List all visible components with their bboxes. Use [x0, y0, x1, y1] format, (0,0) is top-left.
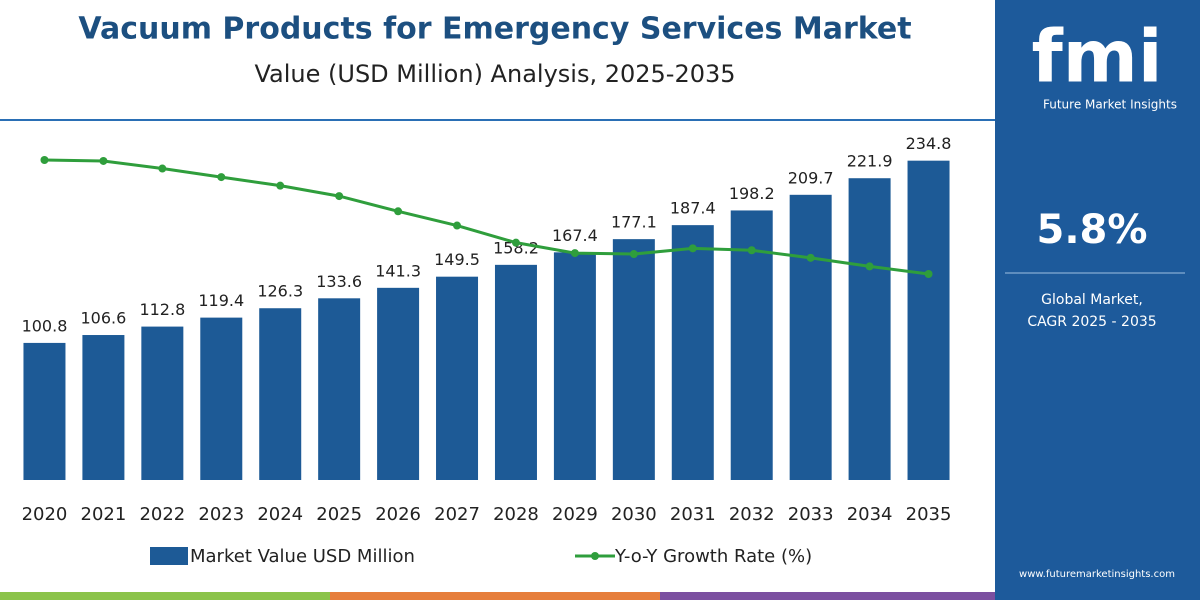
logo: fmi	[1031, 15, 1162, 99]
value-label: 177.1	[611, 213, 657, 232]
bar	[318, 298, 361, 480]
value-label: 167.4	[552, 226, 598, 245]
bar	[377, 287, 420, 480]
growth-point	[570, 249, 579, 258]
value-label: 221.9	[847, 152, 893, 171]
legend-label: Market Value USD Million	[190, 546, 415, 567]
growth-point	[747, 246, 756, 255]
value-label: 234.8	[906, 134, 952, 153]
value-label: 100.8	[22, 316, 68, 335]
legend-label: Y-o-Y Growth Rate (%)	[614, 546, 812, 567]
x-tick-label: 2034	[847, 504, 893, 525]
legend-swatch	[591, 552, 599, 560]
legend-swatch	[150, 547, 188, 565]
x-tick-label: 2035	[906, 504, 952, 525]
value-label: 141.3	[375, 261, 421, 280]
growth-point	[335, 192, 344, 201]
growth-point	[158, 164, 167, 173]
growth-point	[276, 181, 285, 190]
growth-point	[924, 270, 933, 278]
stripe	[330, 592, 660, 600]
bar	[141, 326, 184, 480]
bar	[553, 252, 596, 480]
x-tick-label: 2032	[729, 504, 775, 525]
bar	[200, 317, 243, 480]
bar	[23, 342, 66, 480]
website: www.futuremarketinsights.com	[1019, 569, 1175, 580]
value-label: 112.8	[139, 300, 185, 319]
x-tick-label: 2023	[198, 504, 244, 525]
bar	[82, 335, 125, 480]
bar	[907, 160, 950, 480]
bar	[494, 264, 537, 480]
bar	[612, 239, 655, 480]
bar	[259, 308, 302, 480]
bar	[671, 225, 714, 480]
bar	[848, 178, 891, 480]
x-tick-label: 2025	[316, 504, 362, 525]
stripe	[660, 592, 995, 600]
growth-point	[99, 156, 108, 165]
value-label: 119.4	[198, 291, 244, 310]
side-panel	[995, 0, 1200, 600]
bar	[436, 276, 479, 480]
value-label: 149.5	[434, 250, 480, 269]
x-tick-label: 2020	[22, 504, 68, 525]
value-label: 158.2	[493, 238, 539, 257]
growth-point	[453, 221, 462, 230]
cagr-value: 5.8%	[1037, 207, 1148, 253]
value-label: 187.4	[670, 199, 716, 218]
x-tick-label: 2030	[611, 504, 657, 525]
x-tick-label: 2031	[670, 504, 716, 525]
value-label: 106.6	[81, 309, 127, 328]
x-tick-label: 2021	[81, 504, 127, 525]
x-tick-label: 2026	[375, 504, 421, 525]
brand: Future Market Insights	[1043, 98, 1177, 112]
plot: 2020 2021 2022 2023 2024 2025 2026 2027 2028 2029…	[22, 134, 952, 567]
bar	[730, 210, 773, 480]
value-label: 133.6	[316, 272, 362, 291]
growth-point	[865, 262, 874, 271]
x-tick-label: 2024	[257, 504, 303, 525]
chart-title: Vacuum Products for Emergency Services M…	[78, 12, 911, 47]
x-tick-label: 2029	[552, 504, 598, 525]
growth-point	[688, 244, 697, 253]
growth-point	[217, 173, 226, 182]
x-tick-label: 2033	[788, 504, 834, 525]
cagr-label: Global Market,	[1041, 292, 1143, 308]
x-tick-label: 2022	[139, 504, 185, 525]
cagr-label: CAGR 2025 - 2035	[1027, 314, 1156, 330]
growth-point	[40, 156, 49, 164]
chart-subtitle: Value (USD Million) Analysis, 2025-2035	[254, 60, 735, 88]
growth-line	[44, 158, 929, 276]
growth-point	[806, 253, 815, 262]
value-label: 126.3	[257, 282, 303, 301]
bar	[789, 194, 832, 481]
x-tick-label: 2027	[434, 504, 480, 525]
stripe	[0, 592, 330, 600]
growth-point	[629, 250, 638, 259]
value-label: 198.2	[729, 184, 775, 203]
growth-point	[511, 238, 520, 247]
value-label: 209.7	[788, 168, 834, 187]
x-tick-label: 2028	[493, 504, 539, 525]
growth-point	[394, 207, 403, 216]
